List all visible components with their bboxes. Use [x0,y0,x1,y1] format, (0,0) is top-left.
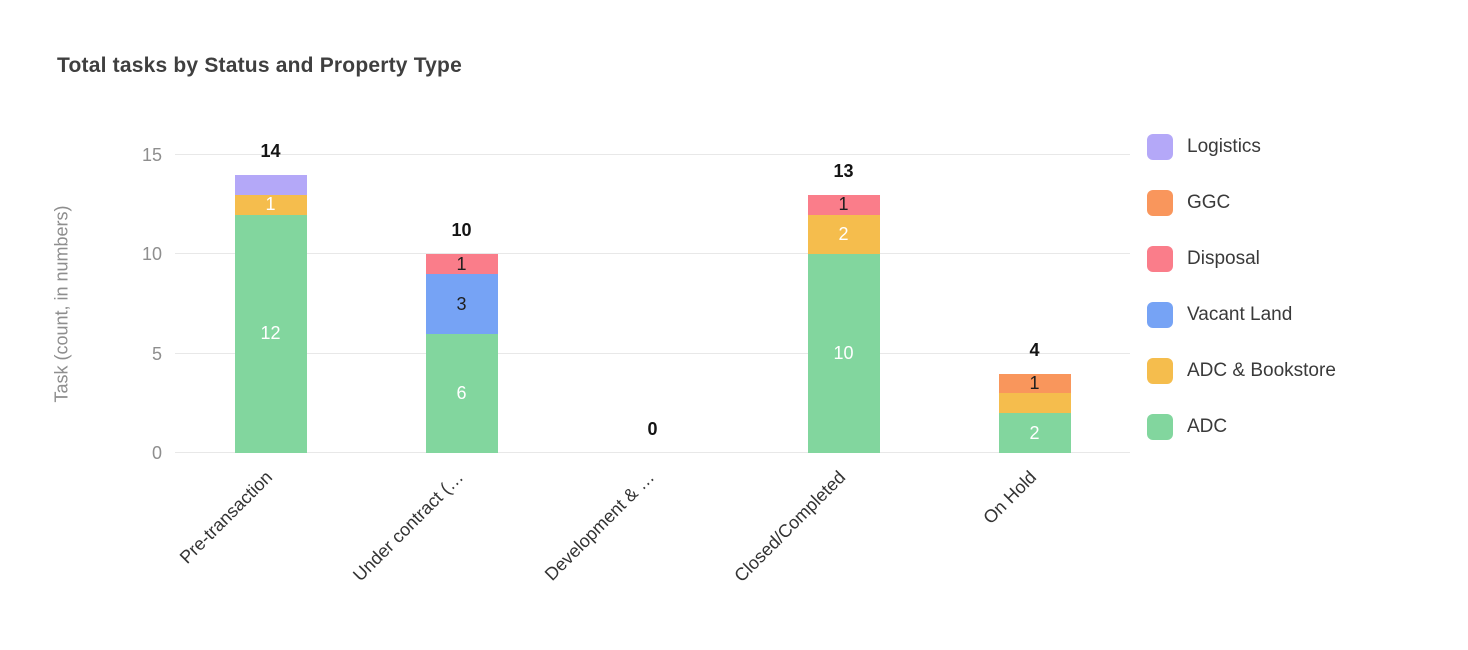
bar-total-label: 0 [647,419,658,439]
bar-segment-adc[interactable]: 2 [998,413,1071,453]
gridline [175,154,1130,155]
legend-item-vacant-land[interactable]: Vacant Land [1147,302,1292,328]
segment-value-label: 2 [838,223,849,244]
bar-segment-adc-bookstore[interactable]: 1 [234,194,307,215]
segment-value-label: 6 [456,382,467,403]
legend-item-adc[interactable]: ADC [1147,414,1227,440]
legend-swatch [1147,246,1173,272]
segment-value-label: 1 [1029,372,1040,393]
segment-value-label: 1 [838,194,849,215]
bar-segment-adc-bookstore[interactable]: 2 [807,214,880,255]
y-axis-tick-label: 5 [151,343,162,364]
x-axis-label: On Hold [979,467,1041,528]
bar-segment-vacant-land[interactable]: 3 [425,274,498,334]
bar-segment-adc[interactable]: 10 [807,254,880,453]
bar-segment-disposal[interactable]: 1 [425,253,498,275]
plot-area: 12 1 14 6 3 1 10 0 10 2 1 13 2 1 4 [175,141,1130,453]
legend-item-adc-bookstore[interactable]: ADC & Bookstore [1147,358,1336,384]
bar-segment-disposal[interactable]: 1 [807,194,880,215]
legend-swatch [1147,358,1173,384]
legend-item-logistics[interactable]: Logistics [1147,134,1261,160]
segment-value-label: 1 [456,253,467,274]
bar-total-label: 13 [833,160,854,181]
y-axis-tick-label: 10 [141,244,162,265]
legend-label: GGC [1187,192,1231,213]
y-axis-tick-label: 0 [151,443,162,463]
bar-total-label: 14 [260,140,281,161]
chart-title: Total tasks by Status and Property Type [57,54,462,77]
bar-total-label: 4 [1029,339,1040,360]
legend-swatch [1147,414,1173,440]
x-axis-label: Pre-transaction [176,467,277,568]
y-axis-title: Task (count, in numbers) [51,205,72,403]
x-axis-label: Development & … [541,467,659,585]
segment-value-label: 12 [260,323,281,344]
legend-label: Disposal [1187,248,1260,269]
gridline [175,352,1130,354]
y-axis-tick-label: 15 [141,145,162,165]
segment-value-label: 1 [265,194,276,215]
segment-value-label: 2 [1029,422,1040,443]
bar-segment-ggc[interactable]: 1 [998,372,1071,394]
bar-segment-adc[interactable]: 6 [425,333,498,453]
x-axis-label: Under contract (… [349,467,468,586]
legend-label: Logistics [1187,136,1261,157]
legend-item-ggc[interactable]: GGC [1147,190,1230,216]
legend-label: ADC & Bookstore [1187,360,1336,381]
segment-value-label: 3 [456,293,467,314]
gridline [175,253,1130,255]
gridline [175,452,1130,453]
bar-segment-logistics[interactable] [234,174,307,195]
bar-total-label: 10 [451,220,472,241]
legend-swatch [1147,302,1173,328]
legend-swatch [1147,134,1173,160]
bar-segment-adc-bookstore[interactable] [998,393,1071,414]
legend-item-disposal[interactable]: Disposal [1147,246,1260,272]
segment-value-label: 10 [833,343,854,364]
legend-label: ADC [1187,416,1228,437]
legend-label: Vacant Land [1187,304,1293,325]
x-axis-label: Closed/Completed [730,467,850,586]
legend-swatch [1147,190,1173,216]
bar-segment-adc[interactable]: 12 [234,214,307,453]
